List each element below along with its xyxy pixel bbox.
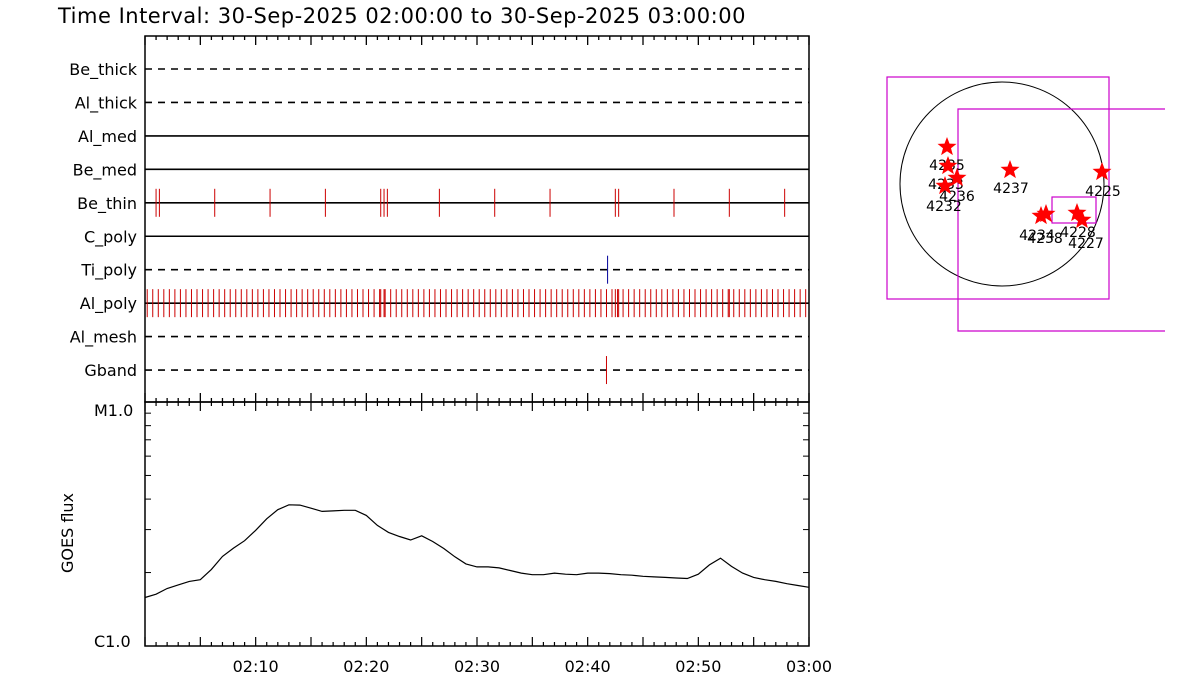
x-tick-label: 02:50 — [675, 657, 721, 676]
channel-row: Al_mesh — [70, 328, 809, 348]
region-label: 4238 — [1027, 231, 1063, 247]
x-tick-label: 02:40 — [565, 657, 611, 676]
channel-label: Al_poly — [80, 294, 137, 314]
active-region: 4234 — [1019, 206, 1055, 244]
channel-label: Al_med — [78, 127, 137, 147]
active-region: 4236 — [939, 168, 975, 205]
fov-box — [1051, 196, 1097, 224]
channel-label: C_poly — [84, 227, 137, 247]
channel-row: Al_thick — [75, 93, 809, 113]
x-tick-label: 03:00 — [786, 657, 832, 676]
timeline-frame — [144, 35, 810, 403]
region-label: 4234 — [1019, 228, 1055, 244]
region-label: 4227 — [1068, 236, 1104, 252]
fov-box — [957, 108, 1165, 332]
x-tick-label: 02:30 — [454, 657, 500, 676]
x-tick-label: 02:20 — [343, 657, 389, 676]
region-star-icon — [1067, 203, 1087, 222]
channel-label: Al_thick — [75, 93, 138, 113]
channel-label: Be_thin — [77, 194, 137, 214]
region-label: 4237 — [993, 181, 1029, 197]
channel-row: Be_med — [73, 160, 809, 180]
goes-frame — [144, 401, 810, 647]
solar-map: 4235423342364232423742254234423842284227 — [886, 76, 1165, 332]
region-label: 4225 — [1085, 184, 1121, 200]
region-star-icon — [935, 176, 955, 195]
channel-row: Gband — [84, 356, 809, 385]
channel-row: Be_thin — [77, 188, 809, 217]
region-star-icon — [1092, 162, 1112, 181]
active-region: 4237 — [993, 160, 1029, 197]
channel-label: Gband — [84, 361, 137, 380]
time-interval-title: Time Interval: 30-Sep-2025 02:00:00 to 3… — [57, 4, 746, 28]
channel-label: Ti_poly — [80, 261, 137, 281]
region-label: 4236 — [939, 189, 975, 205]
region-star-icon — [1072, 210, 1092, 229]
channel-row: Al_poly — [80, 289, 809, 318]
solar-disk — [899, 81, 1105, 287]
goes-flux-line — [144, 504, 810, 599]
timeline-panel: Be_thick Al_thick Al_med Be_med Be_thin C_pol… — [69, 35, 810, 403]
region-star-icon — [1000, 160, 1020, 179]
fov-box — [886, 76, 1110, 300]
region-label: 4228 — [1060, 225, 1096, 241]
goes-panel: M1.0 C1.0 GOES flux 02:10 02:20 02:30 02:40… — [58, 401, 832, 676]
channel-row: Al_med — [78, 127, 809, 147]
active-region: 4238 — [1027, 204, 1063, 247]
region-star-icon — [1031, 206, 1051, 225]
region-star-icon — [1036, 204, 1056, 223]
region-label: 4232 — [926, 199, 962, 215]
y-tick-label: C1.0 — [94, 632, 131, 651]
channel-row: Ti_poly — [80, 255, 809, 284]
y-tick-label: M1.0 — [94, 401, 133, 420]
region-star-icon — [937, 137, 957, 156]
active-region: 4228 — [1060, 203, 1096, 241]
channel-row: Be_thick — [69, 60, 809, 80]
region-star-icon — [938, 156, 958, 175]
x-tick-label: 02:10 — [233, 657, 279, 676]
channel-label: Be_med — [73, 160, 137, 180]
active-region: 4225 — [1085, 162, 1121, 200]
goes-y-axis-label: GOES flux — [58, 493, 77, 573]
channel-label: Be_thick — [69, 60, 137, 80]
region-star-icon — [947, 168, 967, 187]
active-region: 4227 — [1068, 210, 1104, 252]
channel-row: C_poly — [84, 227, 809, 247]
active-region: 4232 — [926, 176, 962, 215]
channel-label: Al_mesh — [70, 328, 137, 348]
